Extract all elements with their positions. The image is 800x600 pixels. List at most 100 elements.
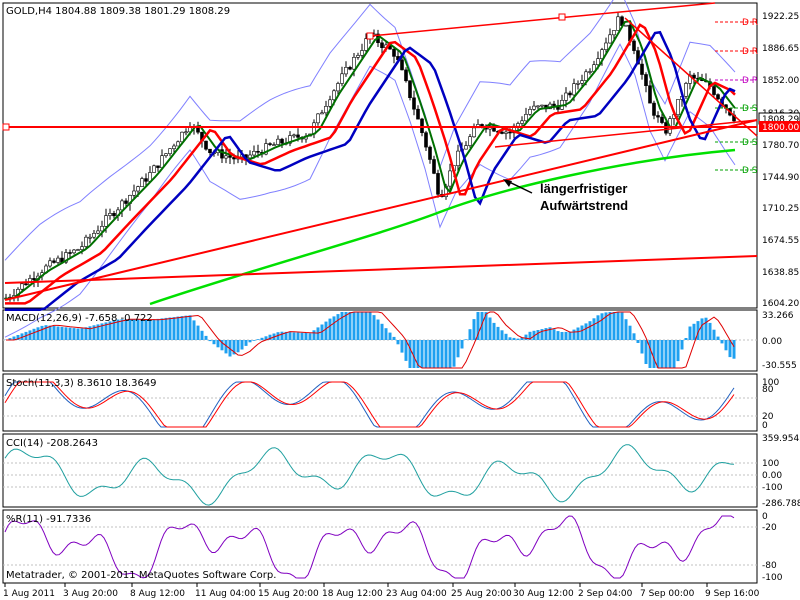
pivot-level-label: D R [742, 18, 758, 28]
price-tick-label: 1852.00 [762, 76, 799, 86]
candle-body [456, 150, 460, 167]
macd-bar [648, 340, 652, 368]
macd-bar [244, 340, 248, 346]
macd-bar [324, 321, 328, 340]
macd-bar [168, 317, 172, 340]
macd-bar [176, 316, 180, 340]
x-tick-label: 9 Sep 16:00 [705, 589, 760, 599]
macd-bar [512, 337, 516, 340]
macd-plot [3, 311, 757, 369]
macd-bar [548, 327, 552, 340]
candle-body [32, 278, 36, 281]
candle-body [380, 42, 384, 48]
macd-bar [608, 312, 612, 340]
macd-bar [128, 319, 132, 340]
candle-body [472, 127, 476, 138]
candle-body [88, 236, 92, 239]
macd-bar [368, 312, 372, 340]
candle-body [432, 159, 436, 174]
macd-bar [160, 318, 164, 340]
candle-body [684, 83, 688, 97]
wr-header: %R(11) -91.7336 [6, 514, 91, 525]
macd-bar [424, 340, 428, 368]
macd-bar [352, 312, 356, 340]
macd-bar [268, 334, 272, 340]
macd-bar [116, 319, 120, 340]
macd-bar [664, 340, 668, 368]
macd-bar [484, 312, 488, 340]
macd-bar [156, 318, 160, 341]
macd-bar [384, 328, 388, 340]
price-header: GOLD,H4 1804.88 1809.38 1801.29 1808.29 [6, 6, 230, 17]
wr-tick-label: -100 [762, 573, 783, 583]
cci-tick-label: 100 [762, 459, 779, 469]
macd-bar [28, 330, 32, 340]
candle-body [96, 230, 100, 234]
axis-labels: 1922.251886.651852.001816.301780.701744.… [3, 12, 800, 599]
macd-bar [288, 332, 292, 340]
pivot-level-label: D R [742, 47, 758, 57]
macd-bar [444, 340, 448, 368]
macd-bar [212, 340, 216, 345]
macd-bar [372, 315, 376, 340]
cci-tick-label: -100 [762, 483, 783, 493]
macd-bar [144, 319, 148, 340]
macd-bar [240, 340, 244, 350]
macd-bar [108, 321, 112, 340]
stoch-tick-label: 80 [762, 385, 774, 395]
candle-body [288, 135, 292, 144]
macd-bar [76, 328, 80, 340]
candle-body [104, 215, 108, 227]
candle-body [56, 257, 60, 263]
candle-body [220, 149, 224, 159]
macd-bar [428, 340, 432, 368]
candle-body [164, 153, 168, 156]
macd-bar [56, 326, 60, 340]
x-tick-label: 7 Sep 00:00 [640, 589, 695, 599]
macd-bar [720, 340, 724, 344]
downtrend-line [624, 17, 758, 137]
macd-bar [472, 319, 476, 340]
candle-body [172, 145, 176, 150]
candle-body [612, 30, 616, 36]
macd-bar [560, 332, 564, 340]
price-panel [2, 2, 758, 309]
macd-bar [540, 329, 544, 340]
macd-bar [148, 319, 152, 341]
macd-bar [104, 322, 108, 340]
candle-body [132, 190, 136, 196]
candle-body [140, 178, 144, 188]
candle-body [228, 155, 232, 158]
macd-bar [676, 340, 680, 362]
pivot-level-label: D S [742, 138, 758, 148]
macd-bar [696, 321, 700, 340]
macd-bar [216, 340, 220, 348]
x-tick-label: 1 Aug 2011 [3, 589, 55, 599]
ma-long [149, 148, 736, 306]
price-tick-label: 1710.25 [762, 204, 799, 214]
candle-body [248, 154, 252, 159]
candle-body [448, 170, 452, 187]
macd-bar [36, 327, 40, 340]
price-tick-label: 1886.65 [762, 44, 799, 54]
current-price-label: 1808.29 [762, 115, 799, 125]
macd-bar [520, 337, 524, 340]
macd-bar [420, 340, 424, 368]
macd-bar [680, 340, 684, 350]
price-tick-label: 1674.55 [762, 236, 799, 246]
macd-bar [404, 340, 408, 361]
channel-bottom [494, 119, 758, 148]
macd-bar [500, 330, 504, 340]
candle-body [152, 165, 156, 173]
macd-bar [136, 319, 140, 340]
macd-bar [452, 340, 456, 367]
macd-bar [72, 328, 76, 340]
macd-bar [460, 340, 464, 349]
candle-body [320, 112, 324, 115]
cci-tick-label: 359.9545 [762, 434, 800, 444]
macd-bar [620, 312, 624, 340]
candle-body [340, 73, 344, 84]
macd-bar [68, 327, 72, 340]
candle-body [436, 173, 440, 195]
wr-tick-label: 0 [762, 512, 768, 522]
